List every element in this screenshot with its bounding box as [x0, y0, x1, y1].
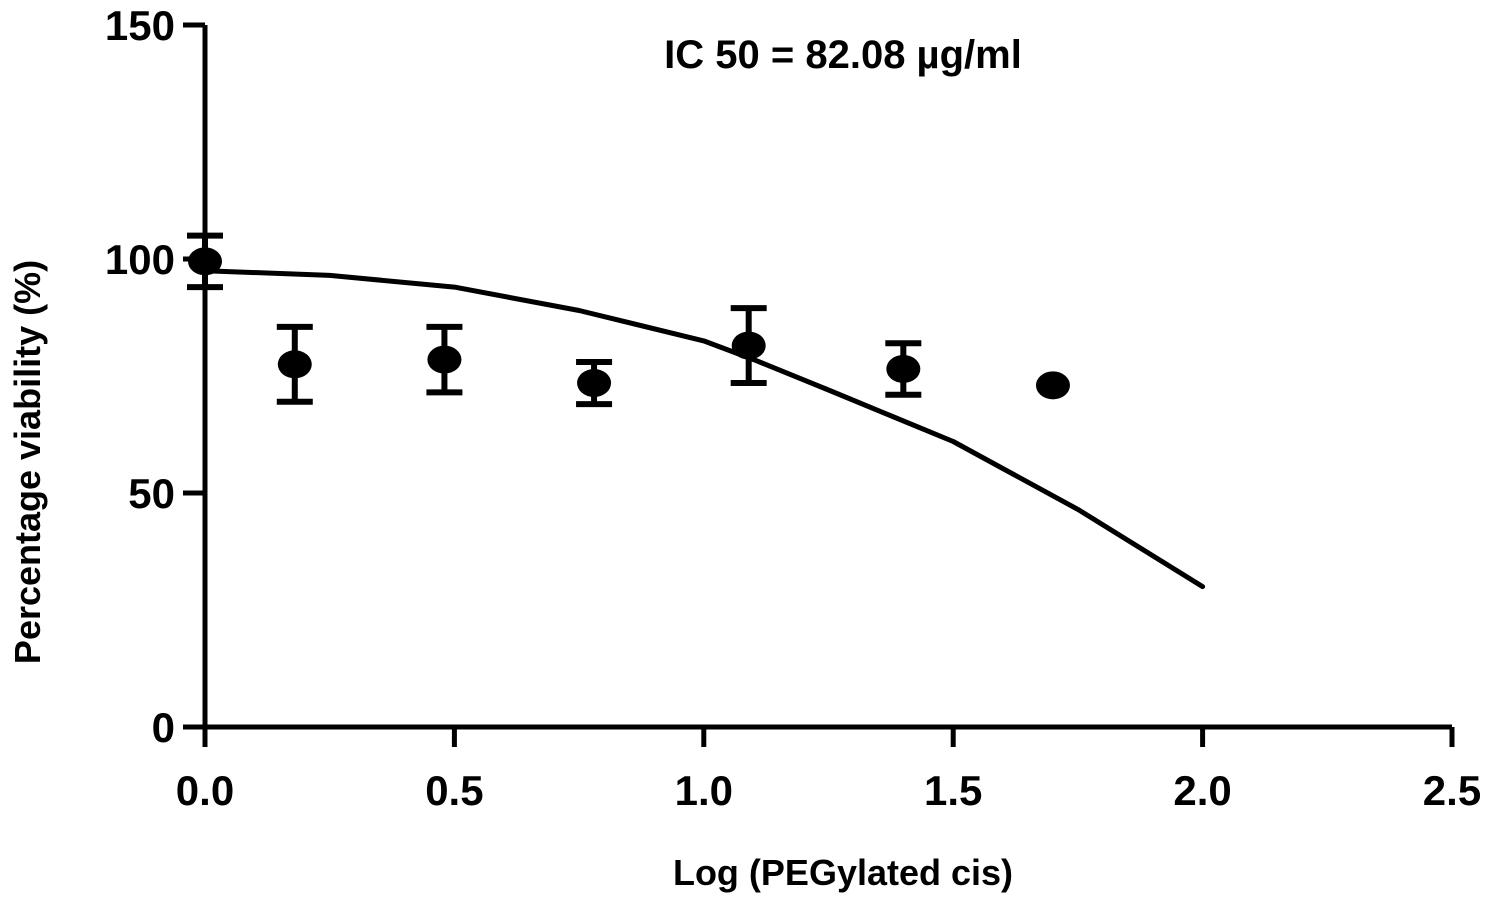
fit-curve: [202, 268, 1206, 590]
data-point: [1035, 371, 1070, 400]
data-point: [426, 323, 463, 396]
x-tick-label: 1.5: [924, 767, 982, 814]
point-marker: [731, 331, 766, 360]
data-point: [187, 232, 223, 291]
y-axis-label: Percentage viability (%): [7, 260, 48, 664]
ticks: 0.0 0.5 1.0 1.5 2.0 2.5 0 50 100 150: [105, 2, 1481, 814]
y-tick-label: 150: [105, 2, 175, 49]
data-point: [276, 323, 313, 405]
point-marker: [886, 354, 921, 383]
point-marker: [577, 369, 612, 398]
x-tick-label: 2.5: [1423, 767, 1481, 814]
y-tick-label: 50: [128, 470, 175, 517]
axes: [202, 25, 1452, 730]
x-tick-label: 0.5: [425, 767, 483, 814]
y-tick-label: 100: [105, 236, 175, 283]
x-tick-label: 1.0: [675, 767, 733, 814]
data-points: [187, 232, 1070, 408]
y-tick-label: 0: [152, 704, 175, 751]
fit-curve-line: [202, 268, 1206, 590]
point-marker: [277, 350, 312, 379]
data-point: [576, 358, 613, 408]
x-tick-label: 0.0: [176, 767, 234, 814]
point-marker: [1035, 371, 1070, 400]
ic50-annotation: IC 50 = 82.08 µg/ml: [664, 33, 1022, 77]
point-marker: [188, 247, 222, 276]
data-point: [885, 340, 922, 398]
data-point: [730, 305, 767, 387]
x-axis-label: Log (PEGylated cis): [673, 852, 1013, 893]
x-tick-label: 2.0: [1173, 767, 1231, 814]
point-marker: [427, 345, 462, 374]
